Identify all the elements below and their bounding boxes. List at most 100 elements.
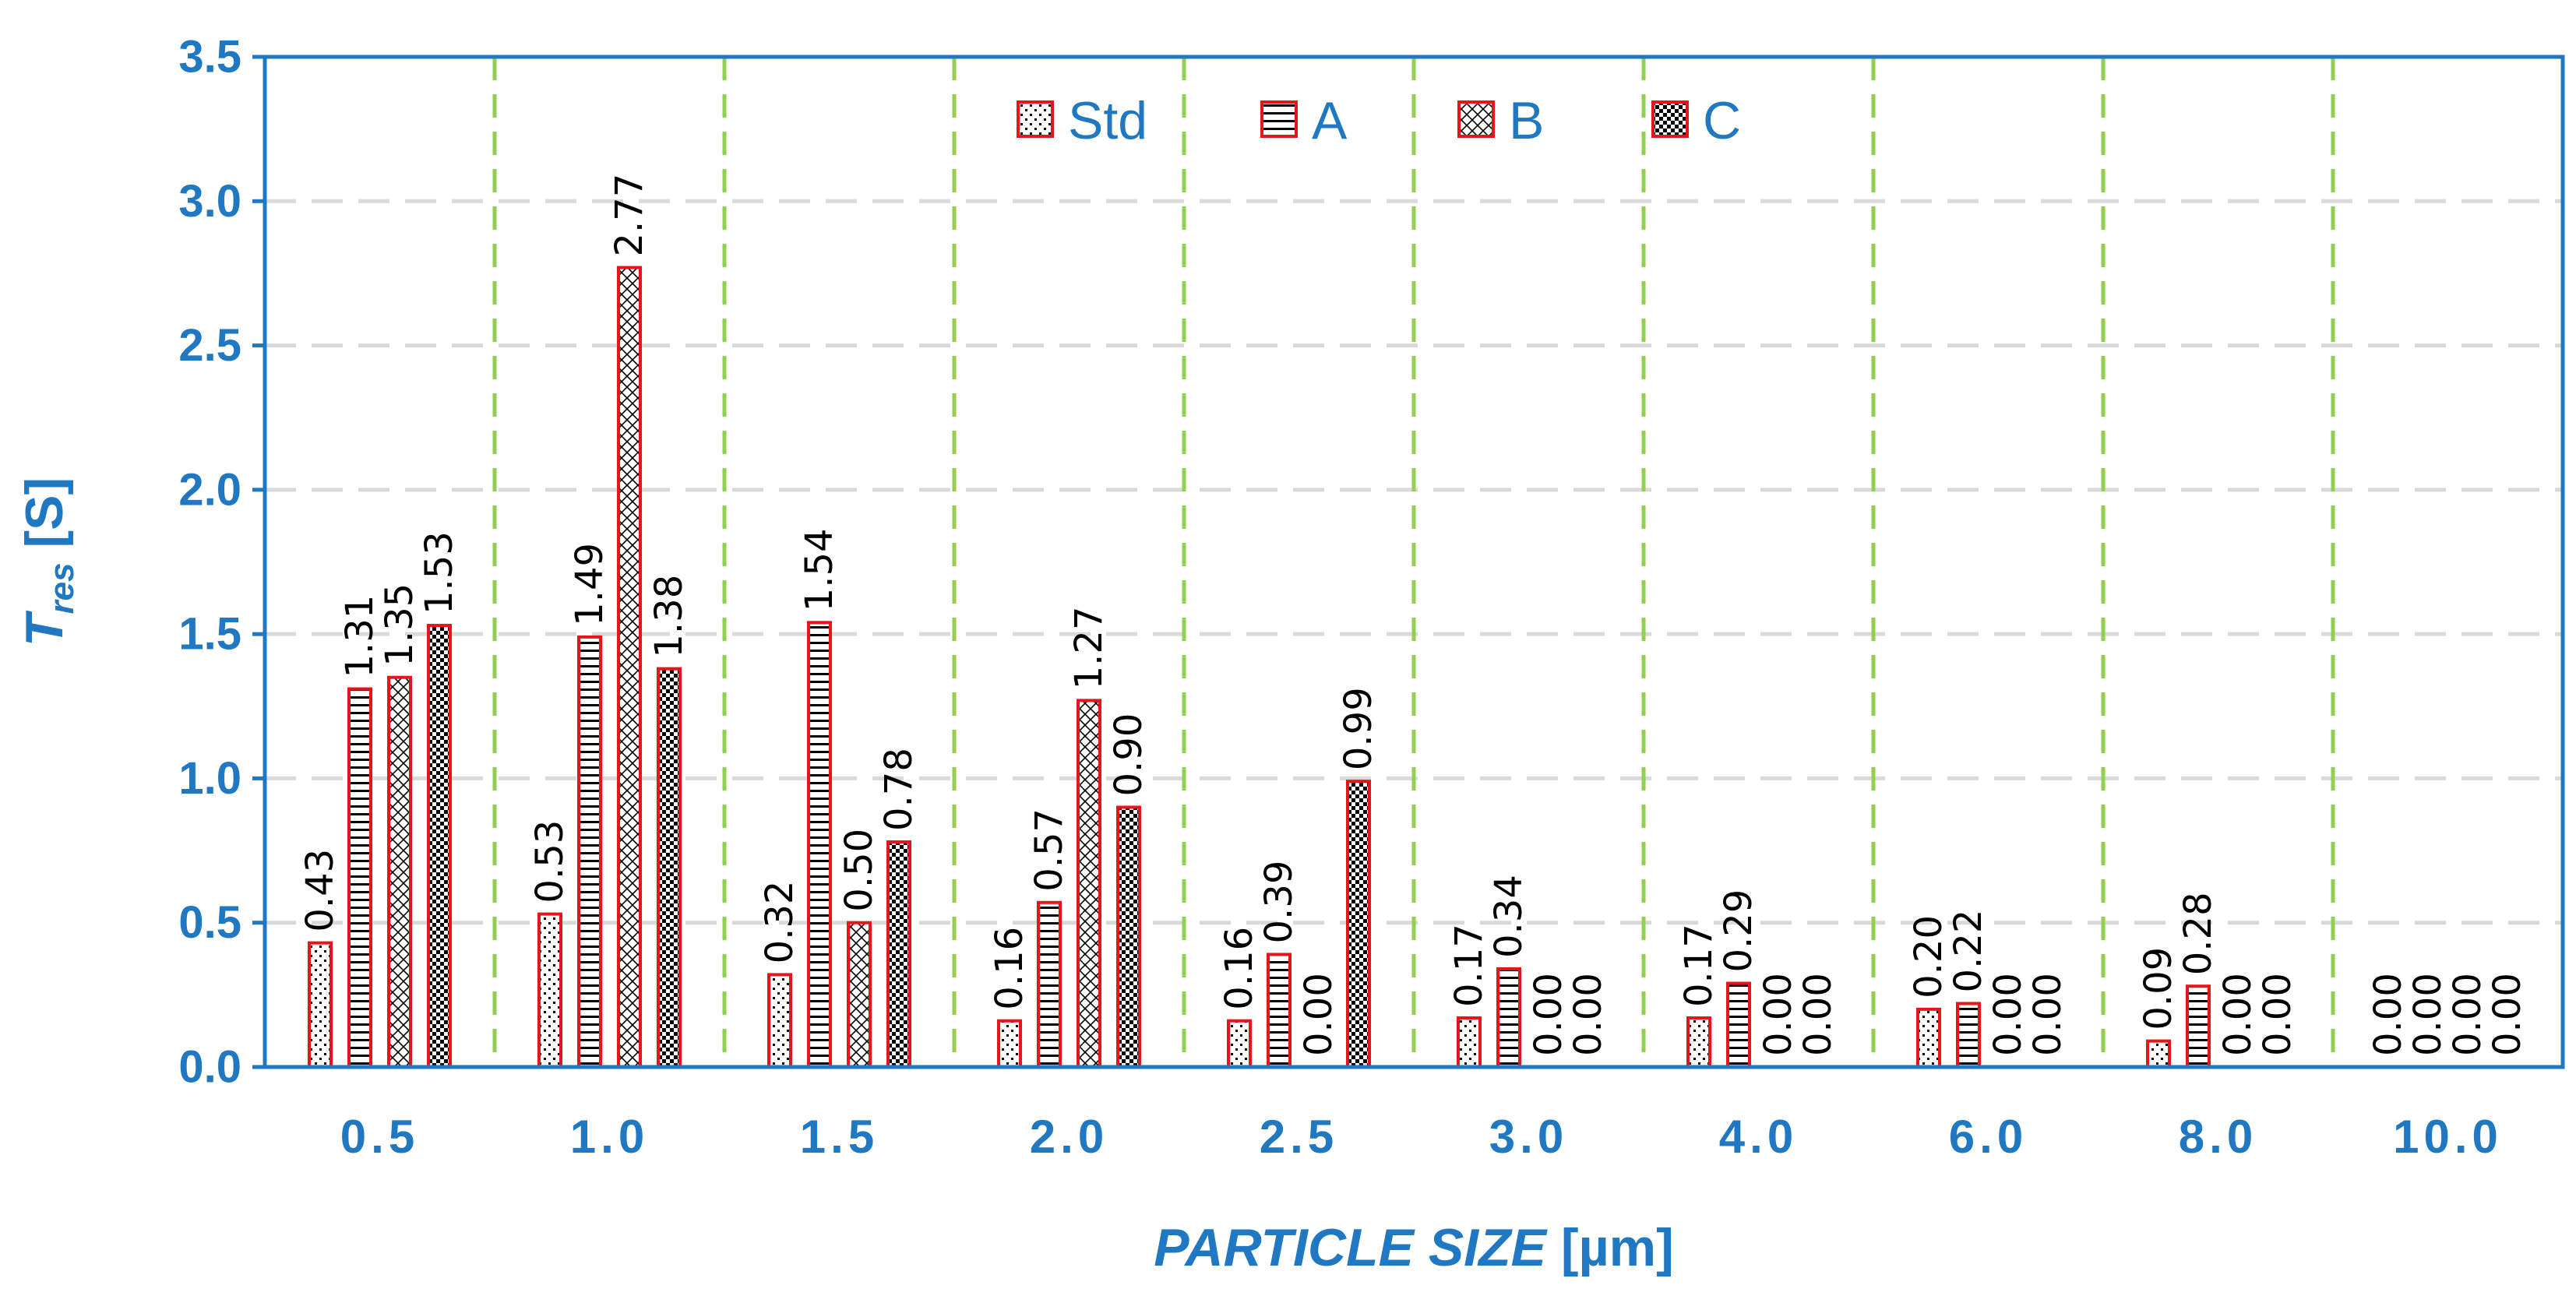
value-label-std-8.0: 0.09 [2137,947,2180,1030]
bar-c-2.0 [1116,805,1141,1069]
x-tick-label: 10.0 [2393,1111,2503,1163]
y-tick-label: 2.0 [178,464,241,515]
y-tick-label: 3.0 [178,176,241,227]
x-tick-label: 1.5 [800,1111,879,1163]
value-label-a-10.0: 0.00 [2406,973,2450,1056]
x-tick-label: 1.0 [570,1111,649,1163]
legend-item-c: C [1651,91,1741,150]
x-tick-label: 6.0 [1949,1111,2028,1163]
value-label-c-0.5: 1.53 [418,531,461,615]
bar-a-6.0 [1956,1002,1981,1069]
value-label-std-1.0: 0.53 [528,820,572,903]
bar-a-0.5 [347,687,372,1069]
bar-b-2.0 [1077,699,1101,1069]
y-tick-label: 2.5 [178,320,241,371]
x-tick-label: 8.0 [2179,1111,2257,1163]
bar-a-4.0 [1726,981,1751,1069]
bar-a-2.0 [1037,900,1062,1069]
value-label-c-2.0: 0.90 [1107,713,1151,797]
value-label-b-3.0: 0.00 [1527,973,1570,1056]
legend-label: A [1312,91,1348,150]
bar-std-0.5 [308,941,333,1069]
value-label-a-0.5: 1.31 [338,595,382,678]
bar-std-8.0 [2146,1039,2171,1069]
value-label-std-2.0: 0.16 [988,927,1031,1010]
x-tick-label: 2.0 [1030,1111,1108,1163]
value-label-a-6.0: 0.22 [1947,910,1990,993]
value-label-b-2.0: 1.27 [1067,606,1111,689]
y-tick-label: 1.5 [178,609,241,660]
legend-label: Std [1068,91,1147,150]
bar-std-6.0 [1916,1007,1941,1069]
value-label-std-10.0: 0.00 [2366,973,2410,1056]
y-tick-label: 3.5 [178,32,241,83]
value-label-a-2.5: 0.39 [1257,861,1301,944]
axis-titles: PARTICLE SIZE [µm] Tres [S] [15,477,1674,1277]
bar-std-2.5 [1227,1019,1252,1069]
y-axis-title: Tres [S] [15,477,81,646]
bar-c-1.5 [886,840,911,1069]
value-label-std-4.0: 0.17 [1677,924,1721,1007]
value-label-b-1.0: 2.77 [608,174,651,257]
bar-std-3.0 [1457,1016,1482,1069]
value-label-std-2.5: 0.16 [1218,927,1261,1010]
value-label-a-4.0: 0.29 [1717,889,1760,973]
value-label-c-10.0: 0.00 [2486,973,2529,1056]
y-tick-label: 0.5 [178,897,241,948]
x-tick-label: 3.0 [1489,1111,1568,1163]
bar-c-1.0 [657,667,682,1069]
value-label-b-4.0: 0.00 [1757,973,1800,1056]
value-label-a-1.5: 1.54 [798,528,841,611]
legend-swatch [1651,100,1689,138]
value-label-a-3.0: 0.34 [1487,875,1531,958]
value-labels: 0.43 0.53 0.32 0.16 0.16 0.17 0.17 0.20 0.09 0.00… [298,174,2529,1056]
value-label-c-4.0: 0.00 [1796,973,1840,1056]
value-label-c-2.5: 0.99 [1337,687,1380,770]
value-label-std-6.0: 0.20 [1907,915,1951,998]
value-label-c-1.0: 1.38 [647,575,691,658]
legend-label: B [1509,91,1544,150]
legend-swatch [1457,100,1495,138]
legend: Std A B C [1017,91,1741,150]
value-label-std-1.5: 0.32 [758,881,802,964]
x-tick-label: 2.5 [1260,1111,1338,1163]
value-label-std-0.5: 0.43 [298,849,342,932]
legend-label: C [1703,91,1741,150]
bar-a-1.0 [577,635,602,1069]
legend-swatch [1017,100,1054,138]
bar-a-8.0 [2186,984,2211,1069]
bar-c-2.5 [1346,780,1371,1069]
value-label-b-0.5: 1.35 [378,583,421,667]
legend-item-std: Std [1017,91,1147,150]
x-tick-label: 4.0 [1719,1111,1798,1163]
bar-std-2.0 [997,1019,1022,1069]
bar-a-2.5 [1267,953,1292,1069]
bar-a-3.0 [1496,967,1521,1069]
plot-frame [263,55,2565,1069]
bar-b-1.0 [617,266,642,1069]
value-label-c-1.5: 0.78 [877,748,921,831]
axes: 0.0 0.5 1.0 1.5 2.0 2.5 3.0 3.5 0.5 1.0 1.5 2.0 2.5 3… [178,32,2565,1163]
grid [265,57,2563,1067]
legend-item-a: A [1260,91,1348,150]
value-label-b-10.0: 0.00 [2446,973,2490,1056]
value-label-c-6.0: 0.00 [2026,973,2070,1056]
value-label-b-1.5: 0.50 [837,829,881,912]
bar-c-0.5 [427,624,452,1069]
bar-std-1.0 [537,912,562,1069]
bars [308,266,2211,1069]
x-tick-label: 0.5 [340,1111,419,1163]
bar-std-4.0 [1686,1016,1711,1069]
legend-item-b: B [1457,91,1544,150]
value-label-a-8.0: 0.28 [2176,892,2220,975]
value-label-a-1.0: 1.49 [568,543,611,626]
value-label-c-8.0: 0.00 [2256,973,2299,1056]
value-label-std-3.0: 0.17 [1447,924,1491,1007]
value-label-c-3.0: 0.00 [1566,973,1610,1056]
y-tick-label: 0.0 [178,1042,241,1093]
bar-b-1.5 [847,921,872,1069]
bar-a-1.5 [807,621,832,1069]
value-label-b-6.0: 0.00 [1986,973,2030,1056]
